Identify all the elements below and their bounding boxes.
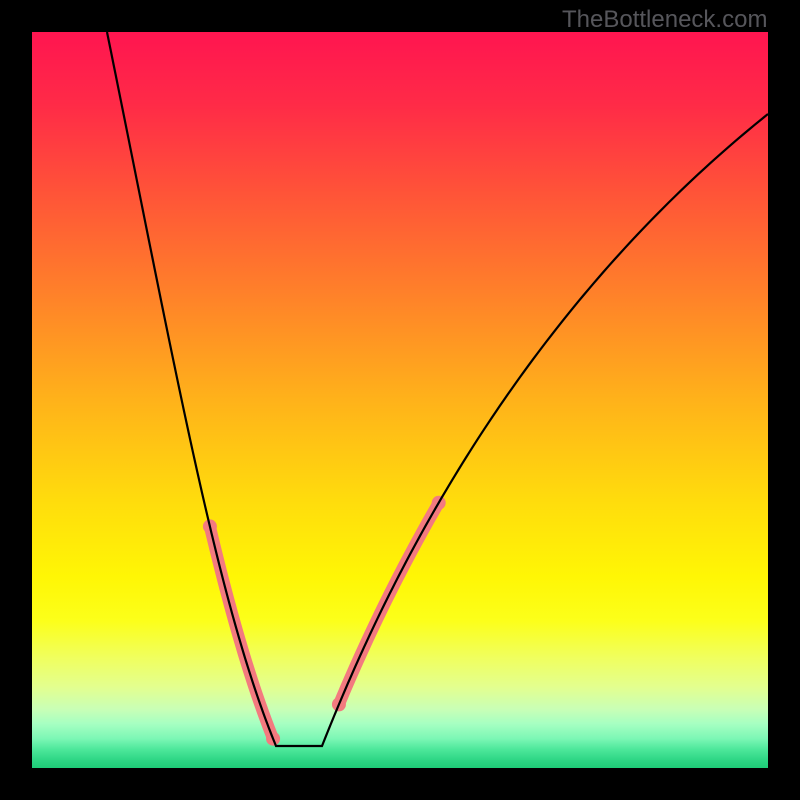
watermark-text: TheBottleneck.com [562, 6, 767, 34]
bottleneck-chart [32, 32, 768, 768]
canvas: TheBottleneck.com [0, 0, 800, 800]
gradient-background [32, 32, 768, 768]
